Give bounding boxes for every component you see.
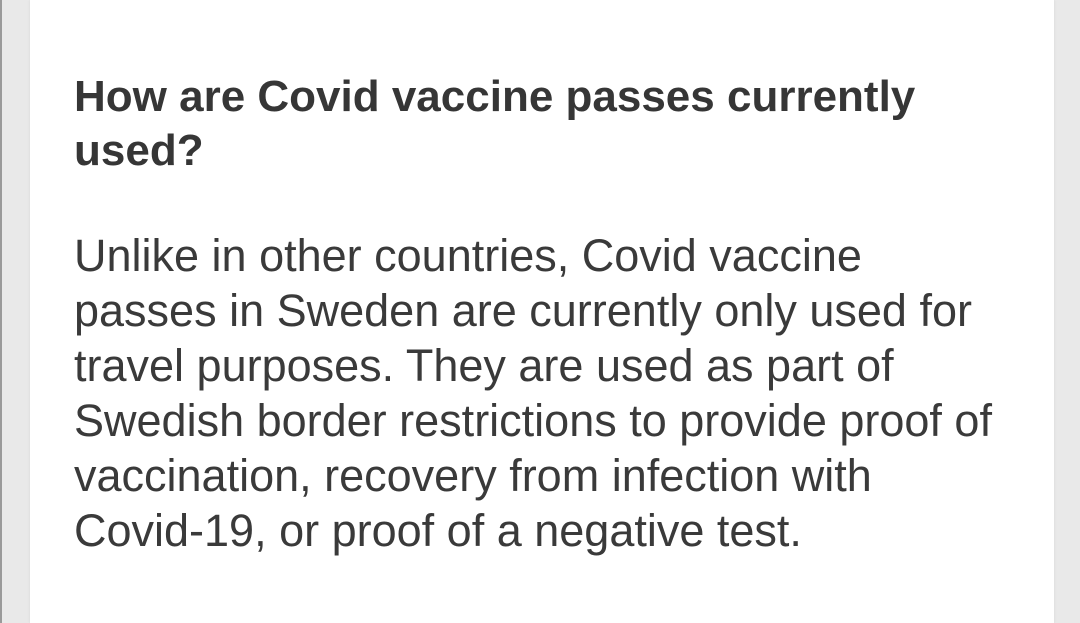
section-paragraph: Unlike in other countries, Covid vaccine… xyxy=(74,230,992,556)
article-card: How are Covid vaccine passes currently u… xyxy=(30,0,1054,623)
section-heading: How are Covid vaccine passes currently u… xyxy=(74,72,916,175)
left-edge-divider xyxy=(0,0,2,623)
